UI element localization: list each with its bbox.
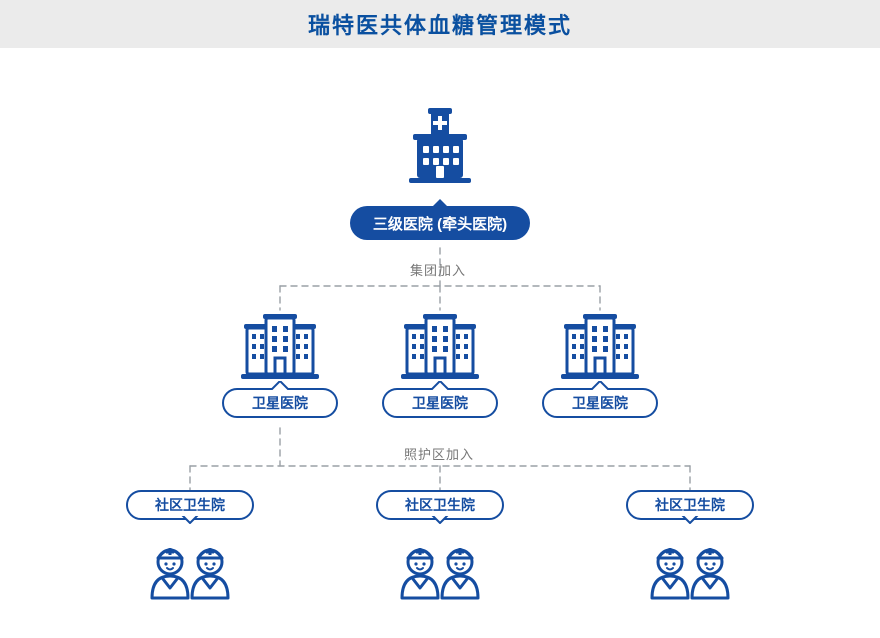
badge-pointer <box>590 380 610 396</box>
diagram-canvas: 三级医院 (牵头医院) 集团加入卫星医院 卫星医院 卫星医院照护区加入社区卫生院 社区卫… <box>0 48 880 638</box>
badge-pointer <box>680 512 700 528</box>
nurses-icon <box>142 538 238 602</box>
badge-pointer <box>430 196 450 213</box>
hospital-icon <box>561 310 639 382</box>
nurses-icon <box>392 538 488 602</box>
title-bar: 瑞特医共体血糖管理模式 <box>0 0 880 48</box>
node-badge: 卫星医院 <box>382 388 498 418</box>
node-badge: 卫星医院 <box>222 388 338 418</box>
nurses-icon <box>642 538 738 602</box>
node-label: 卫星医院 <box>252 393 308 413</box>
node-badge: 三级医院 (牵头医院) <box>350 206 530 240</box>
node-badge: 卫星医院 <box>542 388 658 418</box>
hospital-lead-icon <box>405 108 475 186</box>
badge-pointer <box>430 512 450 528</box>
edge-label-1: 集团加入 <box>410 260 466 279</box>
node-label: 卫星医院 <box>572 393 628 413</box>
hospital-icon <box>241 310 319 382</box>
hospital-icon <box>401 310 479 382</box>
node-badge: 社区卫生院 <box>126 490 254 520</box>
node-badge: 社区卫生院 <box>626 490 754 520</box>
node-badge: 社区卫生院 <box>376 490 504 520</box>
badge-pointer <box>430 380 450 396</box>
node-label: 卫星医院 <box>412 393 468 413</box>
edge-label-2: 照护区加入 <box>404 444 474 463</box>
badge-pointer <box>270 380 290 396</box>
badge-pointer <box>180 512 200 528</box>
page-title: 瑞特医共体血糖管理模式 <box>308 8 572 40</box>
node-label: 三级医院 (牵头医院) <box>373 213 507 234</box>
